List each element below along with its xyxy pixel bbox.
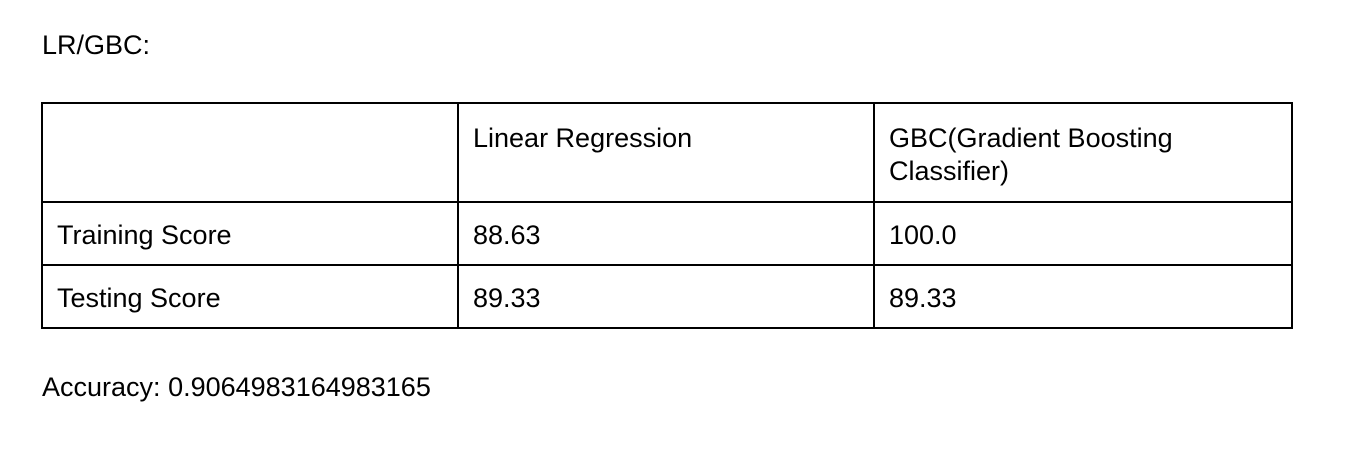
cell-training-gbc: 100.0 <box>873 201 1293 266</box>
accuracy-value: 0.9064983164983165 <box>168 372 431 402</box>
cell-training-lr: 88.63 <box>457 201 875 266</box>
table-header-row: Linear Regression GBC(Gradient Boosting … <box>41 102 1293 203</box>
row-label-testing-score: Testing Score <box>41 264 459 329</box>
scores-table: Linear Regression GBC(Gradient Boosting … <box>41 102 1293 329</box>
cell-testing-lr: 89.33 <box>457 264 875 329</box>
header-cell-empty <box>41 102 459 203</box>
accuracy-line: Accuracy: 0.9064983164983165 <box>42 370 431 404</box>
header-cell-gbc: GBC(Gradient Boosting Classifier) <box>873 102 1293 203</box>
cell-testing-gbc: 89.33 <box>873 264 1293 329</box>
header-cell-linear-regression: Linear Regression <box>457 102 875 203</box>
section-heading: LR/GBC: <box>42 30 151 60</box>
table-row: Training Score 88.63 100.0 <box>41 201 1293 266</box>
accuracy-label: Accuracy: <box>42 372 161 402</box>
row-label-training-score: Training Score <box>41 201 459 266</box>
table-row: Testing Score 89.33 89.33 <box>41 264 1293 329</box>
